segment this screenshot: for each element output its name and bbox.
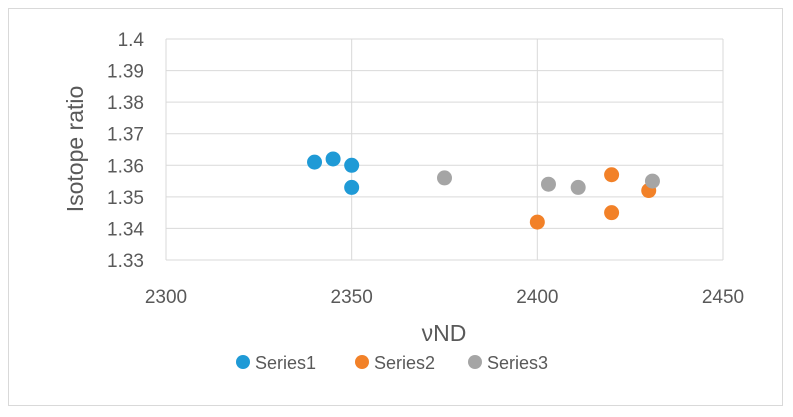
x-tick-label: 2300 (145, 287, 187, 308)
legend-marker-series3 (468, 355, 482, 369)
point-series3-1 (437, 170, 452, 186)
gridlines (165, 38, 724, 261)
point-series1-1 (307, 154, 323, 170)
point-series2-2 (604, 167, 620, 183)
point-series2-3 (604, 205, 620, 221)
y-tick-labels: 1.33 1.34 1.35 1.36 1.37 1.38 1.39 1.4 (107, 30, 144, 272)
point-series1-4 (344, 179, 360, 195)
legend-label-series2: Series2 (374, 353, 435, 373)
legend: Series1 Series2 Series3 (236, 353, 548, 373)
x-tick-label: 2450 (702, 287, 744, 308)
x-tick-label: 2400 (516, 287, 558, 308)
y-tick-label: 1.4 (118, 30, 145, 51)
point-series3-4 (644, 173, 660, 189)
point-series3-2 (540, 176, 556, 192)
point-series3-3 (570, 179, 586, 195)
data-points (307, 151, 660, 230)
y-tick-label: 1.34 (107, 219, 144, 240)
y-tick-label: 1.33 (107, 251, 144, 272)
y-tick-label: 1.38 (107, 93, 144, 114)
legend-marker-series2 (355, 355, 369, 369)
legend-label-series1: Series1 (255, 353, 316, 373)
y-tick-label: 1.36 (107, 156, 144, 177)
point-series1-3 (344, 157, 360, 173)
y-tick-label: 1.39 (107, 62, 144, 83)
legend-marker-series1 (236, 355, 250, 369)
point-series2-1 (529, 214, 545, 230)
y-axis-title: Isotope ratio (62, 86, 88, 213)
chart-area (8, 8, 783, 406)
x-tick-labels: 2300 2350 2400 2450 (145, 287, 744, 308)
x-tick-label: 2350 (331, 287, 373, 308)
y-tick-label: 1.35 (107, 188, 144, 209)
y-tick-label: 1.37 (107, 125, 144, 146)
point-series1-2 (325, 151, 341, 167)
x-axis-title: νND (422, 320, 467, 346)
legend-label-series3: Series3 (487, 353, 548, 373)
